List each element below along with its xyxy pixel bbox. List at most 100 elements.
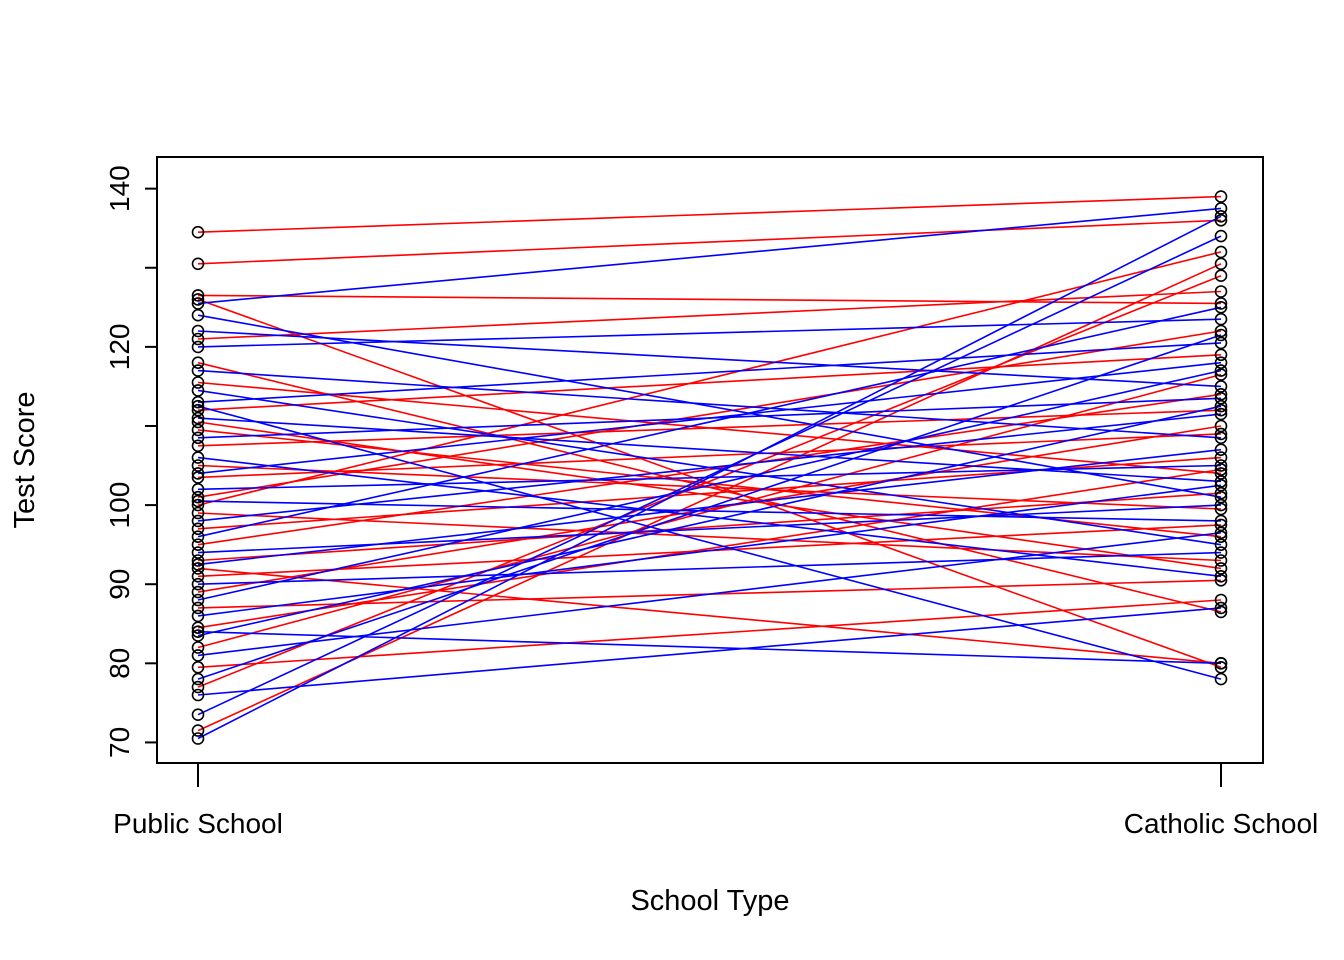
data-point-18-0 bbox=[191, 585, 205, 599]
data-point-49-1 bbox=[1214, 526, 1228, 540]
data-point-44-1 bbox=[1214, 443, 1228, 457]
data-point-9-0 bbox=[191, 439, 205, 453]
data-point-47-0 bbox=[191, 609, 205, 623]
data-point-53-1 bbox=[1214, 210, 1228, 223]
data-point-24-0 bbox=[191, 724, 205, 737]
data-point-33-0 bbox=[191, 384, 205, 397]
series-line-37 bbox=[197, 456, 1222, 578]
data-point-17-0 bbox=[191, 569, 205, 583]
data-point-54-0 bbox=[191, 399, 205, 413]
series-line-0 bbox=[197, 195, 1222, 233]
series-line-7 bbox=[197, 354, 1222, 411]
x-tick-label-0: Public School bbox=[113, 808, 283, 839]
series-line-2 bbox=[197, 294, 1222, 305]
data-point-38-1 bbox=[1214, 356, 1228, 370]
series-line-53 bbox=[197, 215, 1222, 740]
data-point-25-0 bbox=[191, 415, 205, 429]
data-point-14-0 bbox=[191, 522, 205, 536]
data-point-51-0 bbox=[191, 688, 205, 702]
data-point-14-1 bbox=[1214, 451, 1228, 464]
data-point-7-1 bbox=[1214, 348, 1228, 362]
data-point-43-0 bbox=[191, 546, 205, 559]
data-point-25-1 bbox=[1214, 562, 1228, 575]
axes: 70 80 90 100 120 140 Public School Catholic Sch… bbox=[104, 165, 1318, 839]
data-point-46-1 bbox=[1214, 364, 1228, 377]
data-point-54-1 bbox=[1214, 672, 1228, 686]
data-point-16-0 bbox=[191, 554, 205, 567]
y-tick-label-140: 140 bbox=[104, 165, 135, 212]
data-point-38-0 bbox=[191, 467, 205, 480]
series-line-24 bbox=[197, 263, 1222, 732]
series-line-31 bbox=[197, 318, 1222, 348]
data-point-12-0 bbox=[191, 490, 205, 504]
data-point-51-1 bbox=[1214, 601, 1228, 615]
data-point-41-0 bbox=[191, 514, 205, 528]
data-point-45-0 bbox=[191, 577, 205, 591]
series-line-26 bbox=[197, 251, 1222, 506]
data-point-33-1 bbox=[1214, 538, 1228, 552]
data-point-10-0 bbox=[191, 459, 205, 472]
data-point-5-0 bbox=[191, 356, 205, 370]
plot-area bbox=[191, 190, 1228, 745]
data-point-52-0 bbox=[191, 708, 205, 722]
data-point-2-0 bbox=[191, 289, 205, 302]
data-point-42-0 bbox=[191, 530, 205, 544]
data-point-16-1 bbox=[1214, 486, 1228, 500]
data-point-47-1 bbox=[1214, 478, 1228, 492]
data-point-43-1 bbox=[1214, 498, 1228, 512]
data-point-5-1 bbox=[1214, 605, 1228, 619]
data-point-28-1 bbox=[1214, 202, 1228, 215]
data-point-40-0 bbox=[191, 494, 205, 508]
x-tick-label-1: Catholic School bbox=[1124, 808, 1319, 839]
data-point-26-1 bbox=[1214, 245, 1228, 259]
series-line-27 bbox=[197, 567, 1222, 665]
series-line-10 bbox=[197, 464, 1222, 510]
data-point-30-0 bbox=[191, 324, 205, 338]
data-point-35-0 bbox=[191, 411, 205, 425]
data-point-4-1 bbox=[1214, 285, 1228, 298]
data-point-19-1 bbox=[1214, 573, 1228, 587]
series-line-45 bbox=[197, 551, 1222, 585]
series-line-46 bbox=[197, 369, 1222, 601]
data-point-48-1 bbox=[1214, 399, 1228, 413]
data-point-15-1 bbox=[1214, 387, 1228, 401]
data-point-15-0 bbox=[191, 538, 205, 552]
data-point-42-1 bbox=[1214, 300, 1228, 314]
data-point-4-0 bbox=[191, 332, 205, 346]
data-point-30-1 bbox=[1214, 380, 1228, 393]
data-point-36-1 bbox=[1214, 391, 1228, 405]
series-line-42 bbox=[197, 306, 1222, 538]
series-line-47 bbox=[197, 484, 1222, 617]
y-tick-label-90: 90 bbox=[104, 569, 135, 600]
data-point-39-1 bbox=[1214, 459, 1228, 472]
data-point-46-0 bbox=[191, 593, 205, 607]
y-tick-label-100: 100 bbox=[104, 482, 135, 529]
series-line-18 bbox=[197, 425, 1222, 593]
data-point-19-0 bbox=[191, 601, 205, 615]
data-point-27-0 bbox=[191, 562, 205, 575]
data-point-9-1 bbox=[1214, 403, 1228, 417]
data-point-34-0 bbox=[191, 395, 205, 409]
y-tick-label-80: 80 bbox=[104, 648, 135, 679]
series-line-32 bbox=[197, 369, 1222, 439]
data-point-53-0 bbox=[191, 732, 205, 745]
data-point-41-1 bbox=[1214, 407, 1228, 421]
data-point-11-0 bbox=[191, 471, 205, 484]
y-tick-label-70: 70 bbox=[104, 727, 135, 758]
data-point-26-0 bbox=[191, 498, 205, 512]
series-line-38 bbox=[197, 361, 1222, 475]
series-line-51 bbox=[197, 607, 1222, 696]
series-line-1 bbox=[197, 219, 1222, 265]
series-line-55 bbox=[197, 630, 1222, 665]
data-point-44-0 bbox=[191, 558, 205, 571]
series-line-29 bbox=[197, 314, 1222, 498]
series-line-50 bbox=[197, 334, 1222, 680]
data-point-17-1 bbox=[1214, 518, 1228, 532]
series-line-48 bbox=[197, 405, 1222, 637]
data-point-50-1 bbox=[1214, 328, 1228, 342]
data-point-23-1 bbox=[1214, 269, 1228, 283]
data-point-22-1 bbox=[1214, 593, 1228, 607]
data-point-35-1 bbox=[1214, 475, 1228, 488]
series-line-25 bbox=[197, 421, 1222, 570]
series-line-22 bbox=[197, 599, 1222, 669]
